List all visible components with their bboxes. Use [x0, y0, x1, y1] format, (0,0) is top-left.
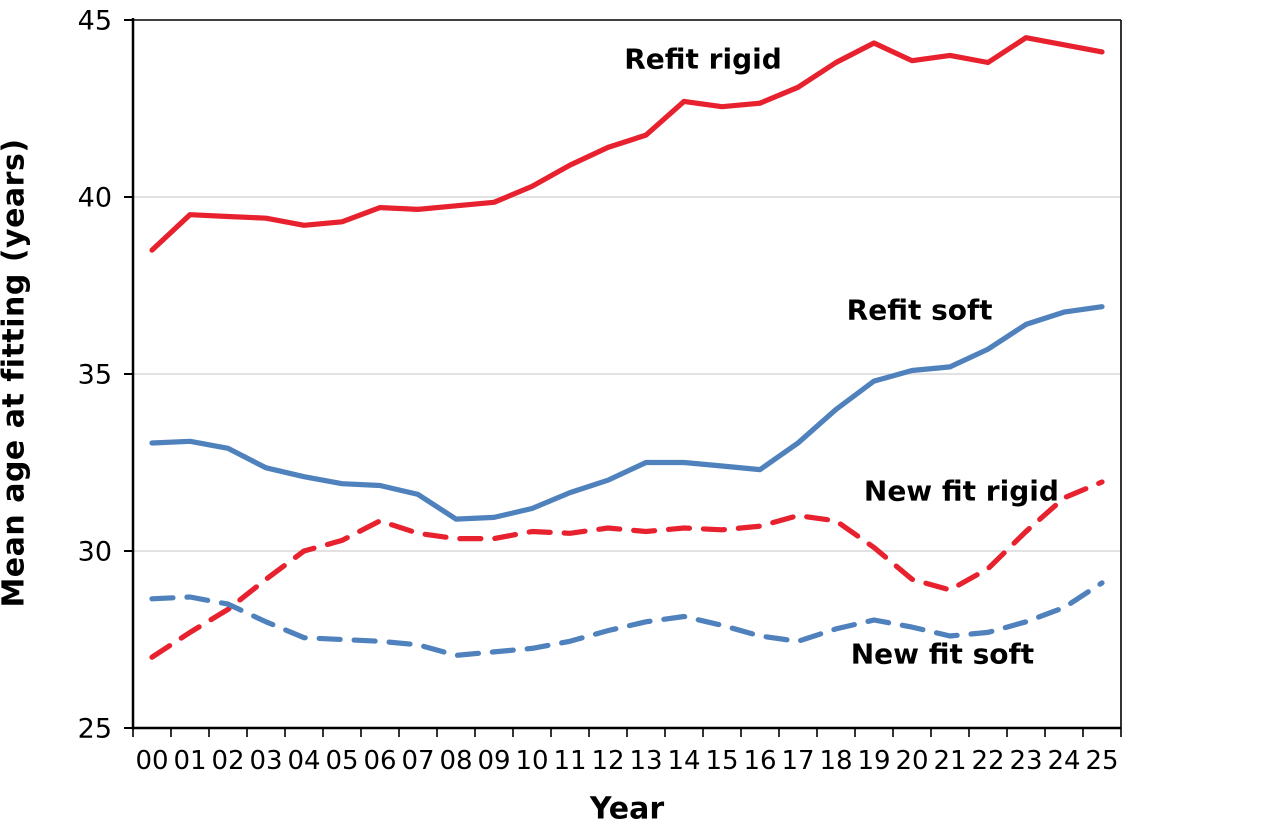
series-label-new-fit-soft: New fit soft [850, 637, 1035, 671]
y-axis-title: Mean age at fitting (years) [0, 138, 32, 608]
x-tick-label: 09 [477, 746, 510, 776]
x-tick-label: 03 [249, 746, 282, 776]
x-tick-label: 00 [135, 746, 168, 776]
series-line-refit-rigid [149, 35, 1105, 253]
y-tick-label: 35 [78, 360, 112, 391]
y-tick-label: 30 [78, 537, 112, 568]
series-line-new-fit-soft [149, 580, 1105, 659]
x-tick-label: 18 [819, 746, 852, 776]
x-tick-label: 12 [591, 746, 624, 776]
x-tick-label: 25 [1085, 746, 1118, 776]
y-tick-label: 45 [78, 6, 112, 37]
x-tick-label: 24 [1047, 746, 1080, 776]
x-tick-label: 01 [173, 746, 206, 776]
x-tick-label: 22 [971, 746, 1004, 776]
series-line-new-fit-rigid [149, 479, 1105, 660]
x-tick-label: 06 [363, 746, 396, 776]
x-tick-label: 19 [857, 746, 890, 776]
series-label-refit-rigid: Refit rigid [624, 42, 782, 76]
x-tick-label: 16 [743, 746, 776, 776]
series-line-refit-soft [149, 304, 1105, 522]
series-label-new-fit-rigid: New fit rigid [863, 474, 1059, 508]
series-label-refit-soft: Refit soft [846, 293, 993, 327]
x-tick-label: 07 [401, 746, 434, 776]
x-tick-label: 17 [781, 746, 814, 776]
x-tick-label: 11 [553, 746, 586, 776]
x-tick-label: 14 [667, 746, 700, 776]
x-tick-label: 05 [325, 746, 358, 776]
x-tick-label: 02 [211, 746, 244, 776]
x-tick-label: 13 [629, 746, 662, 776]
x-tick-label: 23 [1009, 746, 1042, 776]
y-tick-label: 40 [78, 183, 112, 214]
x-tick-label: 10 [515, 746, 548, 776]
x-axis-title: Year [589, 791, 665, 827]
x-tick-label: 15 [705, 746, 738, 776]
x-tick-label: 08 [439, 746, 472, 776]
x-tick-label: 04 [287, 746, 320, 776]
x-tick-label: 20 [895, 746, 928, 776]
x-tick-label: 21 [933, 746, 966, 776]
y-tick-label: 25 [78, 714, 112, 745]
